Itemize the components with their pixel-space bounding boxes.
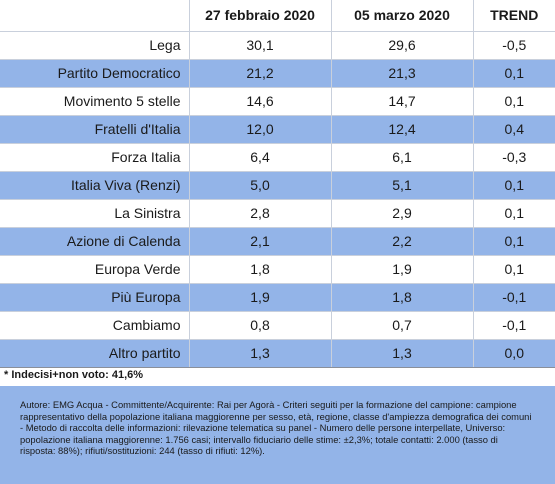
undecided-note: * Indecisi+non voto: 41,6% [4,369,144,381]
table-row: Lega 30,1 29,6 -0,5 [0,31,555,60]
trend-value-cell: 0,0 [472,339,555,368]
feb-column-header: 27 febbraio 2020 [188,0,331,32]
table-row: Azione di Calenda 2,1 2,2 0,1 [0,227,555,256]
table-header-row: 27 febbraio 2020 05 marzo 2020 TREND [0,0,555,32]
feb-value-cell: 2,8 [188,199,331,228]
table-row: Movimento 5 stelle 14,6 14,7 0,1 [0,87,555,116]
party-name-cell: Italia Viva (Renzi) [0,171,189,200]
table-row: Più Europa 1,9 1,8 -0,1 [0,283,555,312]
party-name-cell: Movimento 5 stelle [0,87,189,116]
table-row: Forza Italia 6,4 6,1 -0,3 [0,143,555,172]
feb-value-cell: 6,4 [188,143,331,172]
table-row: Cambiamo 0,8 0,7 -0,1 [0,311,555,340]
mar-value-cell: 21,3 [330,59,473,88]
feb-value-cell: 2,1 [188,227,331,256]
trend-value-cell: -0,1 [472,283,555,312]
trend-value-cell: 0,1 [472,199,555,228]
mar-value-cell: 14,7 [330,87,473,116]
feb-value-cell: 5,0 [188,171,331,200]
party-name-cell: Partito Democratico [0,59,189,88]
poll-table-body: Lega 30,1 29,6 -0,5 Partito Democratico 21,2 2… [0,31,555,368]
trend-value-cell: 0,1 [472,171,555,200]
table-row: Partito Democratico 21,2 21,3 0,1 [0,59,555,88]
mar-value-cell: 1,8 [330,283,473,312]
party-column-header [0,0,189,32]
feb-value-cell: 14,6 [188,87,331,116]
mar-value-cell: 1,3 [330,339,473,368]
table-row: La Sinistra 2,8 2,9 0,1 [0,199,555,228]
feb-value-cell: 21,2 [188,59,331,88]
feb-value-cell: 1,9 [188,283,331,312]
table-row: Europa Verde 1,8 1,9 0,1 [0,255,555,284]
feb-value-cell: 1,3 [188,339,331,368]
party-name-cell: Cambiamo [0,311,189,340]
trend-value-cell: -0,5 [472,31,555,60]
mar-column-header: 05 marzo 2020 [330,0,473,32]
mar-value-cell: 5,1 [330,171,473,200]
table-row: Italia Viva (Renzi) 5,0 5,1 0,1 [0,171,555,200]
trend-value-cell: 0,1 [472,255,555,284]
table-row: Fratelli d'Italia 12,0 12,4 0,4 [0,115,555,144]
trend-value-cell: 0,1 [472,59,555,88]
party-name-cell: Europa Verde [0,255,189,284]
mar-value-cell: 2,2 [330,227,473,256]
mar-value-cell: 6,1 [330,143,473,172]
methodology-footer: Autore: EMG Acqua - Committente/Acquiren… [0,386,555,484]
mar-value-cell: 29,6 [330,31,473,60]
party-name-cell: Forza Italia [0,143,189,172]
methodology-text: Autore: EMG Acqua - Committente/Acquiren… [20,399,532,457]
trend-value-cell: -0,1 [472,311,555,340]
trend-value-cell: 0,1 [472,87,555,116]
party-name-cell: La Sinistra [0,199,189,228]
feb-value-cell: 0,8 [188,311,331,340]
mar-value-cell: 12,4 [330,115,473,144]
party-name-cell: Più Europa [0,283,189,312]
trend-value-cell: 0,1 [472,227,555,256]
trend-value-cell: 0,4 [472,115,555,144]
feb-value-cell: 12,0 [188,115,331,144]
mar-value-cell: 0,7 [330,311,473,340]
mar-value-cell: 2,9 [330,199,473,228]
feb-value-cell: 1,8 [188,255,331,284]
party-name-cell: Azione di Calenda [0,227,189,256]
party-name-cell: Lega [0,31,189,60]
party-name-cell: Altro partito [0,339,189,368]
mar-value-cell: 1,9 [330,255,473,284]
poll-table: 27 febbraio 2020 05 marzo 2020 TREND Leg… [0,0,555,368]
trend-column-header: TREND [472,0,555,32]
table-row: Altro partito 1,3 1,3 0,0 [0,339,555,368]
trend-value-cell: -0,3 [472,143,555,172]
party-name-cell: Fratelli d'Italia [0,115,189,144]
feb-value-cell: 30,1 [188,31,331,60]
